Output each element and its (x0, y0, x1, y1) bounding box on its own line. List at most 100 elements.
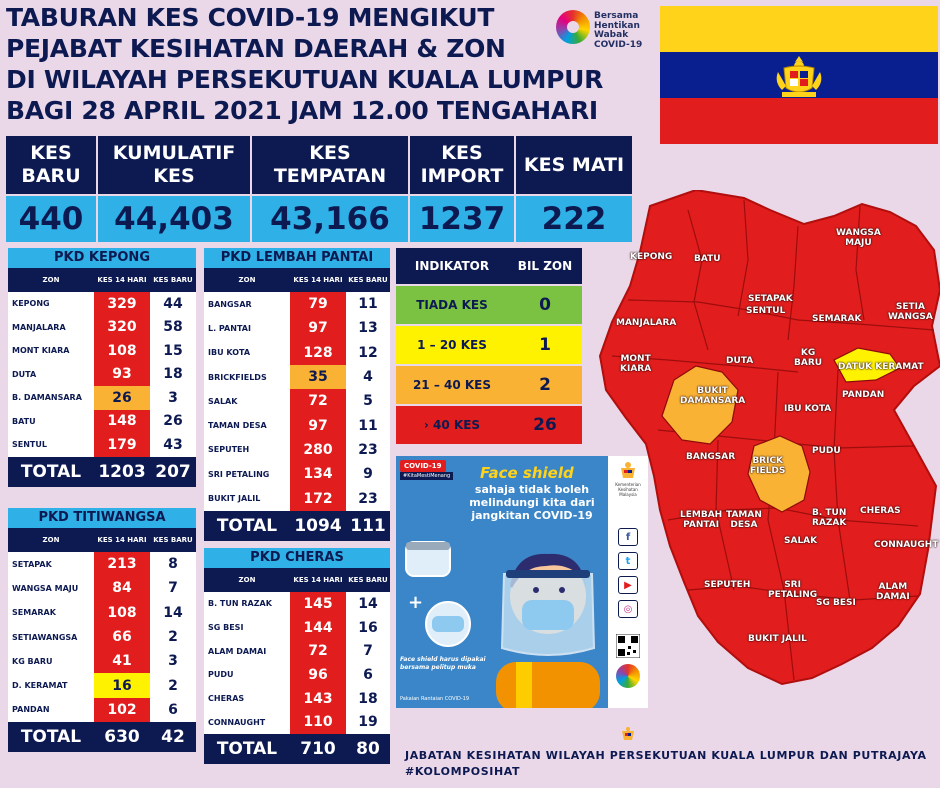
title-line-2: PEJABAT KESIHATAN DAERAH & ZON (6, 34, 506, 63)
new-cases: 23 (358, 441, 378, 458)
cases-14-days: 96 (290, 663, 346, 687)
page-title: TABURAN KES COVID-19 MENGIKUT PEJABAT KE… (6, 2, 603, 126)
zone-name: BANGSAR (208, 299, 252, 309)
table-row: D. KERAMAT 16 2 (8, 673, 196, 698)
new-cases: 44 (163, 295, 183, 312)
cases-14-days: 72 (290, 639, 346, 664)
zone-name: PANDAN (12, 705, 50, 715)
zone-name: WANGSA MAJU (12, 583, 79, 593)
table-row: SRI PETALING 134 9 (204, 462, 390, 487)
map-zone-label: MANJALARA (616, 318, 677, 328)
zone-name: TAMAN DESA (208, 421, 267, 431)
poster-sidebar: Kementerian Kesihatan Malaysia f t ▶ ◎ (608, 456, 648, 708)
cases-14-days: 329 (94, 292, 150, 316)
map-zone-label: SENTUL (746, 306, 786, 316)
total-row: TOTAL 710 80 (204, 734, 390, 765)
cases-14-days: 84 (94, 576, 150, 601)
cases-14-days: 108 (94, 600, 150, 625)
indicator-row: 1 – 20 KES 1 (396, 324, 582, 364)
map-zone-label: SRI PETALING (768, 580, 818, 600)
total-label: TOTAL (216, 739, 278, 760)
new-cases: 58 (163, 319, 183, 336)
youtube-icon[interactable]: ▶ (618, 576, 638, 594)
indicator-row: TIADA KES 0 (396, 284, 582, 324)
cases-14-days: 79 (290, 292, 346, 317)
map-zone-label: BUKIT DAMANSARA (680, 386, 746, 406)
cases-14-days: 16 (94, 673, 150, 698)
table-row: SETIAWANGSA 66 2 (8, 624, 196, 650)
facebook-icon[interactable]: f (618, 528, 638, 546)
new-cases: 2 (168, 629, 178, 646)
map-zone-label: CONNAUGHT (874, 540, 939, 550)
summary-header-kumulatif: KUMULATIF KES (98, 136, 252, 194)
cases-14-days: 145 (290, 592, 346, 616)
map-zone-label: KG BARU (794, 348, 823, 368)
new-cases: 6 (168, 701, 178, 718)
twitter-icon[interactable]: t (618, 552, 638, 570)
map-zone-label: SEMARAK (812, 314, 862, 324)
campaign-line-4: COVID-19 (594, 39, 643, 50)
title-line-1: TABURAN KES COVID-19 MENGIKUT (6, 3, 495, 32)
summary-header-import: KES IMPORT (410, 136, 516, 194)
column-header-kes14: KES 14 HARI (293, 276, 343, 284)
zone-name: SENTUL (12, 440, 47, 450)
map-zone-label: BANGSAR (686, 452, 736, 462)
new-cases: 18 (163, 366, 183, 383)
instagram-icon[interactable]: ◎ (618, 600, 638, 618)
table-row: SG BESI 144 16 (204, 615, 390, 640)
map-zone-label: PUDU (812, 446, 841, 456)
footer: JABATAN KESIHATAN WILAYAH PERSEKUTUAN KU… (405, 727, 927, 780)
column-header-kesbaru: KES BARU (348, 276, 388, 284)
poster-hashtag: #KitaMestiMenang (400, 472, 454, 480)
zone-name: ALAM DAMAI (208, 646, 267, 656)
pkd-header: PKD TITIWANGSA (8, 508, 196, 528)
table-row: SENTUL 179 43 (8, 433, 196, 457)
table-row: KG BARU 41 3 (8, 649, 196, 674)
cases-14-days: 93 (94, 362, 150, 386)
cases-14-days: 128 (290, 340, 346, 365)
column-header-kesbaru: KES BARU (153, 536, 193, 544)
kuala-lumpur-zone-map: BATU WANGSA MAJU KEPONG SETAPAK SENTUL SEMARA… (598, 188, 940, 690)
map-zone-label: BRICK FIELDS (750, 456, 786, 476)
pkd-header: PKD KEPONG (8, 248, 196, 268)
map-zone-label: B. TUN RAZAK (812, 508, 847, 528)
total-row: TOTAL 1203 207 (8, 456, 196, 487)
zone-name: B. TUN RAZAK (208, 599, 272, 609)
summary-value-import: 1237 (410, 196, 516, 242)
map-zone-label: SEPUTEH (704, 580, 751, 590)
new-cases: 13 (358, 320, 378, 337)
cases-14-days: 148 (94, 409, 150, 433)
zone-name: BUKIT JALIL (208, 494, 261, 504)
campaign-burst-icon (616, 664, 640, 688)
zone-name: BATU (12, 416, 36, 426)
table-row: SEPUTEH 280 23 (204, 437, 390, 463)
cases-14-days: 143 (290, 686, 346, 711)
face-shield-poster: COVID-19 #KitaMestiMenang Face shield sa… (396, 456, 648, 708)
summary-header-tempatan: KES TEMPATAN (252, 136, 410, 194)
zone-name: KG BARU (12, 656, 53, 666)
new-cases: 3 (168, 653, 178, 670)
table-row: CONNAUGHT 110 19 (204, 710, 390, 735)
table-row: SEMARAK 108 14 (8, 600, 196, 625)
summary-value-tempatan: 43,166 (252, 196, 410, 242)
cases-14-days: 110 (290, 710, 346, 735)
table-row: IBU KOTA 128 12 (204, 340, 390, 365)
new-cases: 15 (163, 342, 183, 359)
table-row: DUTA 93 18 (8, 362, 196, 386)
map-zone-label: PANDAN (842, 390, 885, 400)
map-zone-label: TAMAN DESA (726, 510, 762, 530)
map-zone-label: SETAPAK (748, 294, 793, 304)
map-zone-label: DUTA (726, 356, 754, 366)
cases-14-days: 179 (94, 433, 150, 457)
total-row: TOTAL 1094 111 (204, 510, 390, 541)
column-header-zon: ZON (42, 276, 60, 284)
zone-name: SEMARAK (12, 608, 56, 618)
total-new-cases: 42 (161, 727, 185, 748)
table-row: SALAK 72 5 (204, 389, 390, 414)
indicator-row: › 40 KES 26 (396, 404, 582, 444)
pkd-kepong-table: PKD KEPONG ZON KES 14 HARI KES BARU KEPO… (8, 248, 196, 487)
new-cases: 5 (363, 393, 373, 410)
zone-name: SRI PETALING (208, 469, 270, 479)
cases-14-days: 72 (290, 389, 346, 414)
table-row: BUKIT JALIL 172 23 (204, 486, 390, 511)
